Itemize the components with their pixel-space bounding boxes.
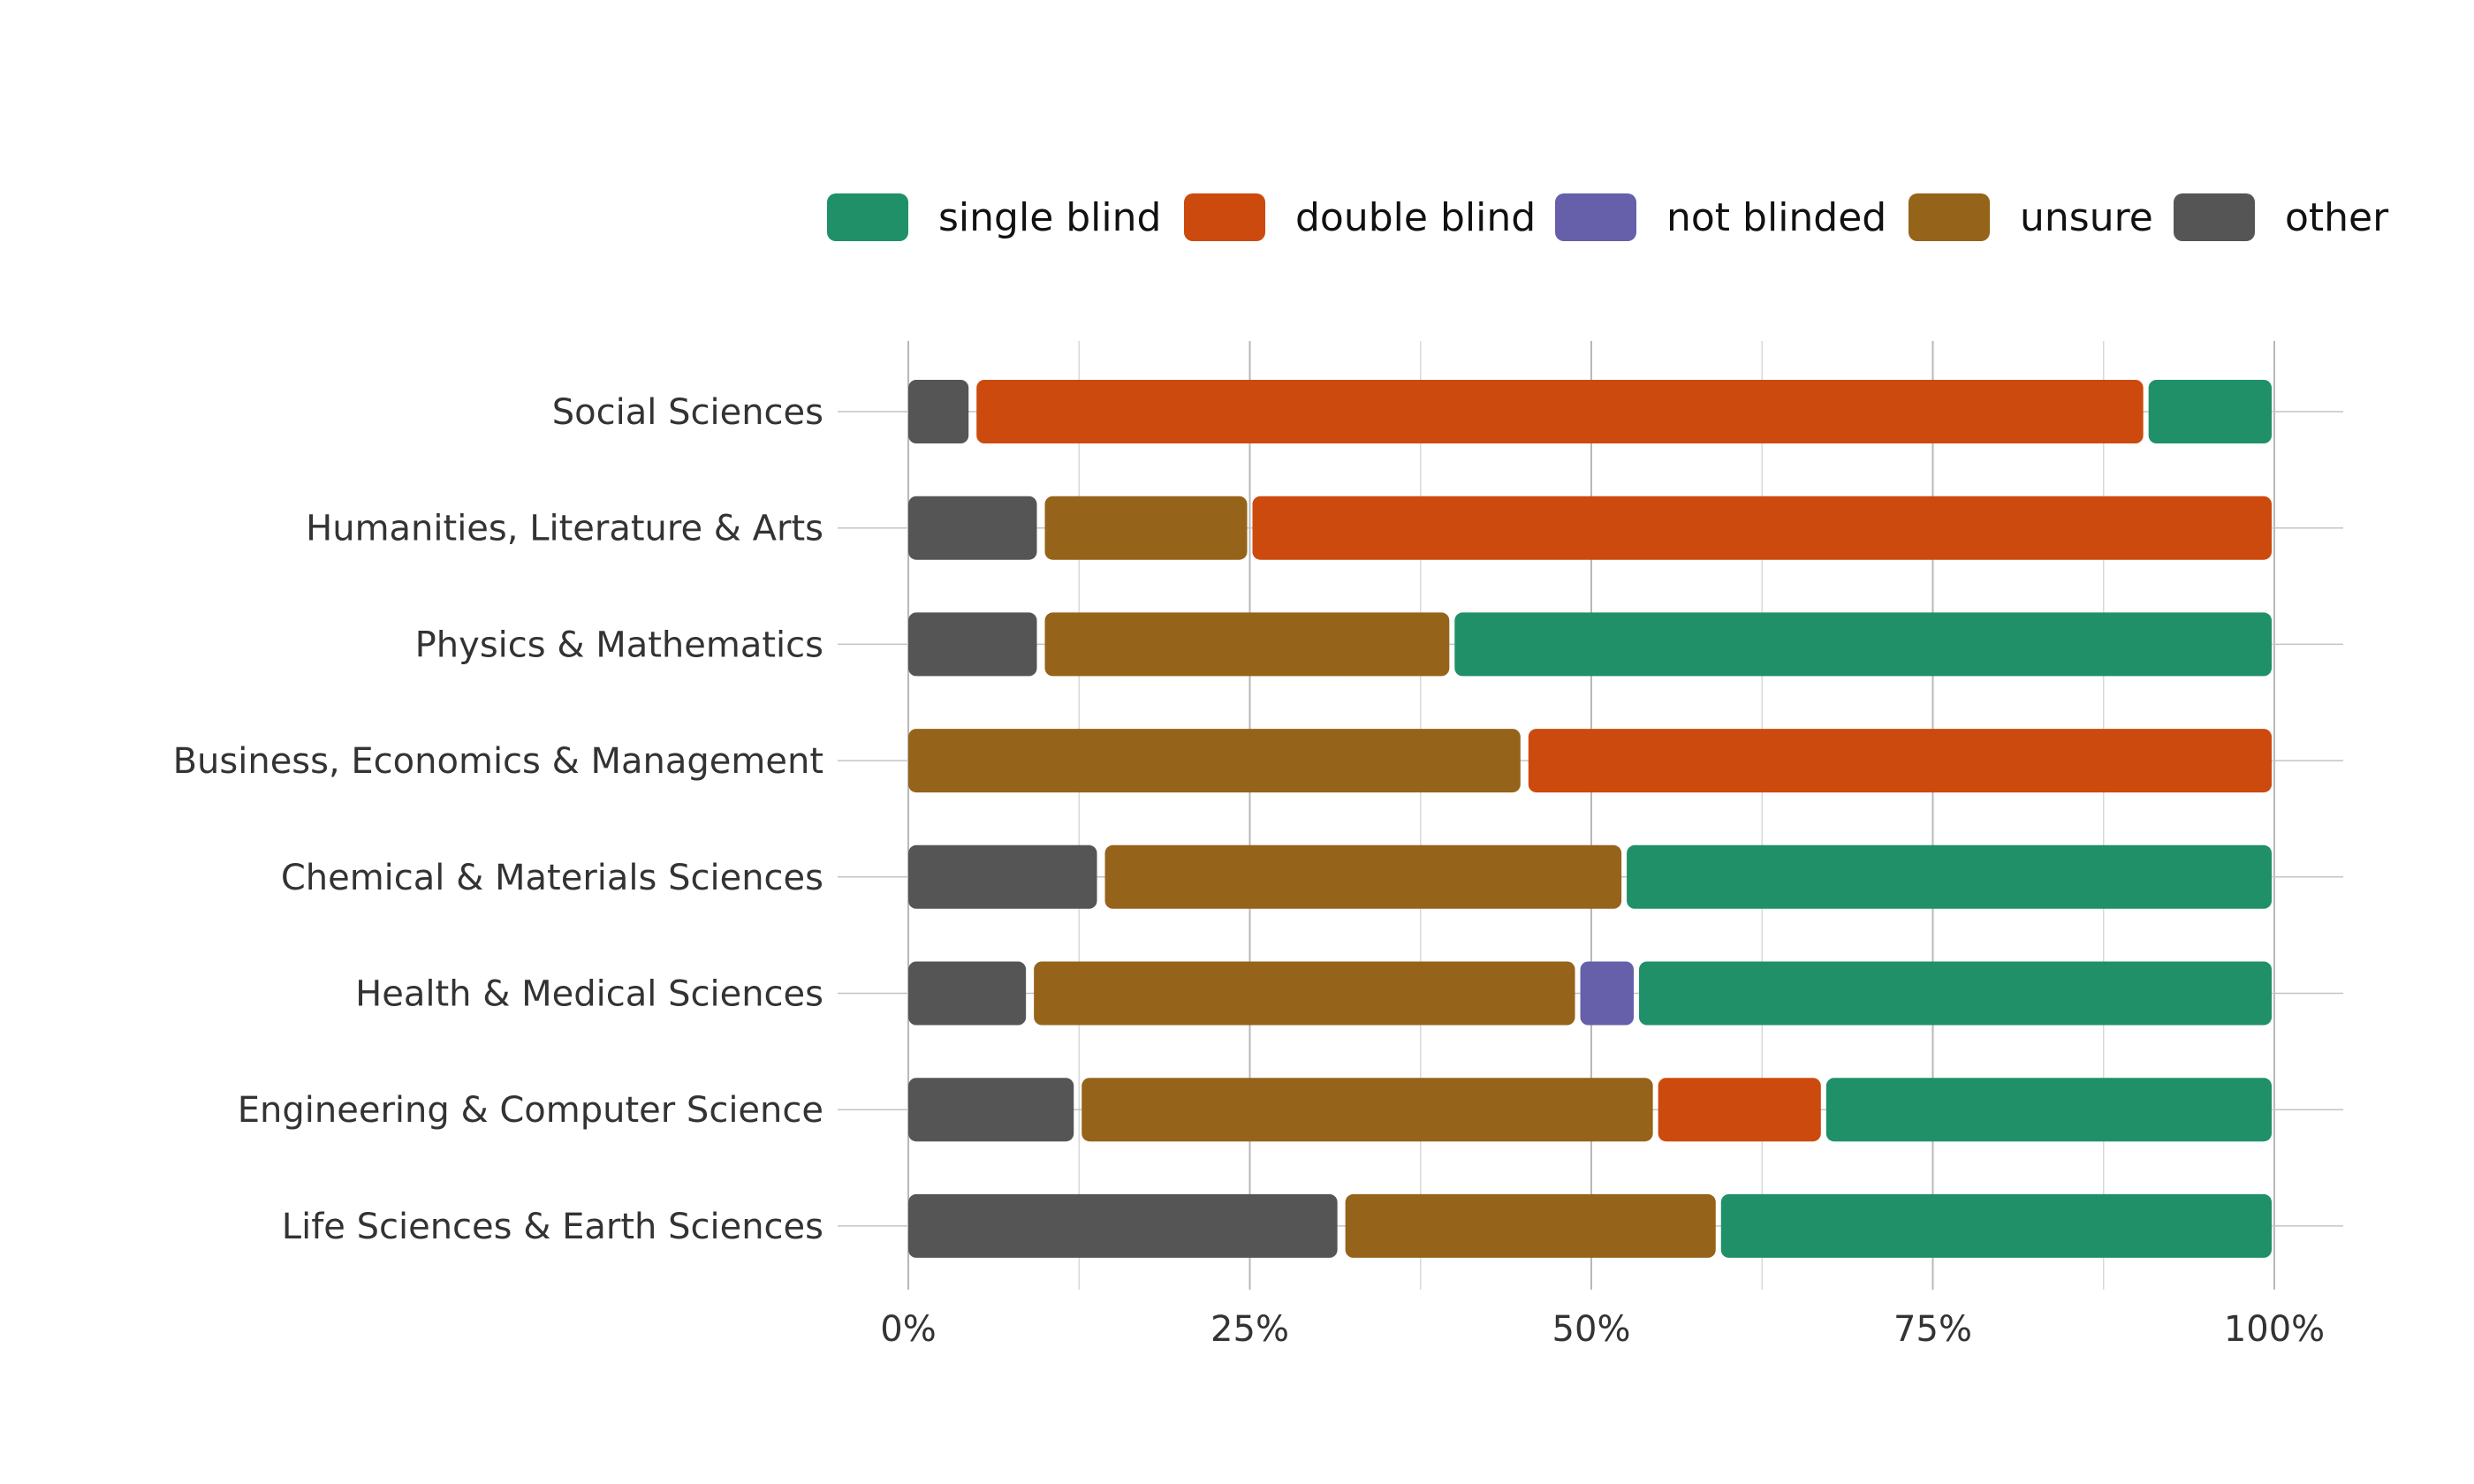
- legend-swatch-not-blinded: [1555, 193, 1636, 241]
- bar-double-blind-social-sciences: [976, 380, 2144, 443]
- bar-double-blind-engineering-computer-science: [1658, 1078, 1821, 1142]
- bar-other-health-medical-sciences: [908, 961, 1027, 1026]
- legend-swatch-other: [2174, 193, 2255, 241]
- bars: [908, 380, 2272, 1258]
- bar-single-blind-engineering-computer-science: [1825, 1078, 2272, 1142]
- bar-unsure-chemical-materials-sciences: [1104, 844, 1622, 909]
- category-label: Humanities, Literature & Arts: [306, 509, 823, 549]
- legend-swatch-single-blind: [827, 193, 908, 241]
- category-label: Life Sciences & Earth Sciences: [282, 1207, 823, 1247]
- category-label: Business, Economics & Management: [173, 741, 823, 782]
- bar-unsure-engineering-computer-science: [1081, 1078, 1653, 1142]
- legend-label-unsure: unsure: [2020, 195, 2153, 240]
- legend-label-other: other: [2285, 195, 2389, 240]
- legend: single blind double blind not blinded unsur…: [827, 193, 2389, 241]
- bar-other-humanities-literature-arts: [908, 496, 1037, 560]
- bar-other-engineering-computer-science: [908, 1078, 1074, 1142]
- bar-double-blind-business-economics-management: [1528, 729, 2272, 793]
- x-tick-label: 25%: [1210, 1309, 1289, 1350]
- x-tick-label: 75%: [1893, 1309, 1972, 1350]
- x-axis-ticks: 0% 25% 50% 75% 100%: [880, 1309, 2325, 1350]
- category-label: Social Sciences: [552, 392, 823, 433]
- category-label: Physics & Mathematics: [415, 625, 823, 665]
- legend-label-double-blind: double blind: [1295, 195, 1536, 240]
- bar-unsure-physics-mathematics: [1044, 612, 1450, 677]
- bar-other-social-sciences: [908, 380, 969, 443]
- category-label: Chemical & Materials Sciences: [281, 858, 823, 898]
- category-label: Health & Medical Sciences: [355, 974, 823, 1015]
- bar-other-chemical-materials-sciences: [908, 844, 1097, 909]
- x-tick-label: 50%: [1552, 1309, 1631, 1350]
- gridlines: [838, 341, 2343, 1290]
- category-label: Engineering & Computer Science: [238, 1090, 823, 1131]
- x-tick-label: 100%: [2224, 1309, 2325, 1350]
- legend-swatch-unsure: [1909, 193, 1990, 241]
- bar-not-blinded-health-medical-sciences: [1580, 961, 1635, 1026]
- bar-single-blind-social-sciences: [2148, 380, 2272, 443]
- bar-other-life-sciences-earth-sciences: [908, 1193, 1338, 1258]
- bar-other-physics-mathematics: [908, 612, 1037, 677]
- bar-unsure-life-sciences-earth-sciences: [1345, 1193, 1716, 1258]
- legend-label-single-blind: single blind: [938, 195, 1161, 240]
- bar-double-blind-humanities-literature-arts: [1252, 496, 2272, 560]
- bar-single-blind-chemical-materials-sciences: [1627, 844, 2272, 909]
- bar-single-blind-life-sciences-earth-sciences: [1720, 1193, 2272, 1258]
- bar-single-blind-health-medical-sciences: [1639, 961, 2272, 1026]
- x-tick-label: 0%: [880, 1309, 936, 1350]
- legend-swatch-double-blind: [1184, 193, 1265, 241]
- bar-unsure-humanities-literature-arts: [1044, 496, 1248, 560]
- bar-single-blind-physics-mathematics: [1454, 612, 2272, 677]
- category-labels: Social Sciences Humanities, Literature & …: [173, 392, 823, 1247]
- bar-unsure-business-economics-management: [908, 729, 1521, 793]
- bar-unsure-health-medical-sciences: [1034, 961, 1575, 1026]
- legend-label-not-blinded: not blinded: [1666, 195, 1886, 240]
